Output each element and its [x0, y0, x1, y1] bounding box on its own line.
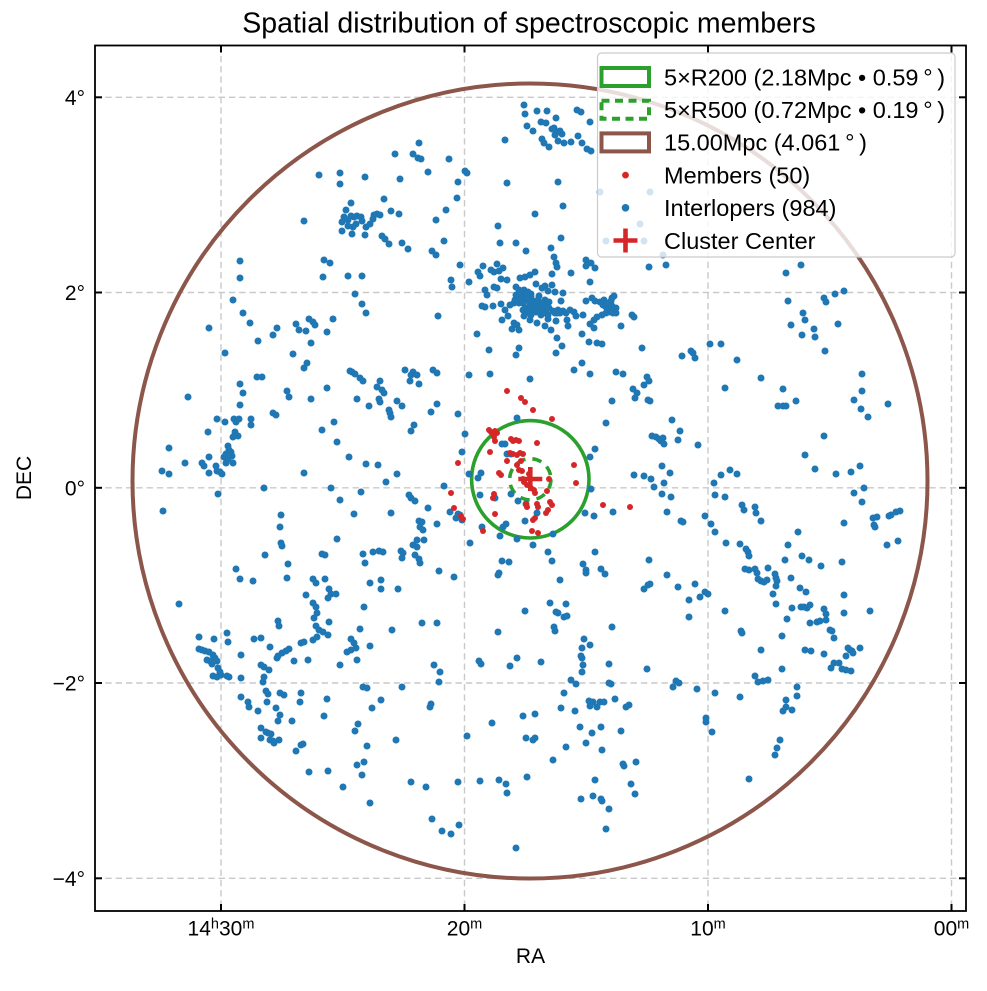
svg-text:Spatial distribution of spectr: Spatial distribution of spectroscopic me… — [242, 8, 815, 40]
svg-text:−2°: −2° — [53, 673, 85, 696]
svg-text:5×R500 (0.72Mpc • 0.19 ° ): 5×R500 (0.72Mpc • 0.19 ° ) — [664, 97, 945, 123]
svg-text:00m: 00m — [934, 917, 969, 941]
svg-text:4°: 4° — [65, 87, 85, 110]
svg-text:RA: RA — [516, 945, 545, 968]
svg-text:5×R200 (2.18Mpc • 0.59 ° ): 5×R200 (2.18Mpc • 0.59 ° ) — [664, 64, 945, 90]
svg-text:Cluster Center: Cluster Center — [664, 228, 816, 254]
svg-text:2°: 2° — [65, 282, 85, 305]
svg-text:Interlopers (984): Interlopers (984) — [664, 195, 836, 221]
svg-text:0°: 0° — [65, 477, 85, 500]
svg-text:−4°: −4° — [53, 868, 85, 891]
svg-text:Members (50): Members (50) — [664, 162, 810, 188]
svg-text:14h30m: 14h30m — [188, 917, 255, 941]
svg-text:DEC: DEC — [13, 456, 36, 500]
svg-text:15.00Mpc (4.061 ° ): 15.00Mpc (4.061 ° ) — [664, 130, 867, 156]
